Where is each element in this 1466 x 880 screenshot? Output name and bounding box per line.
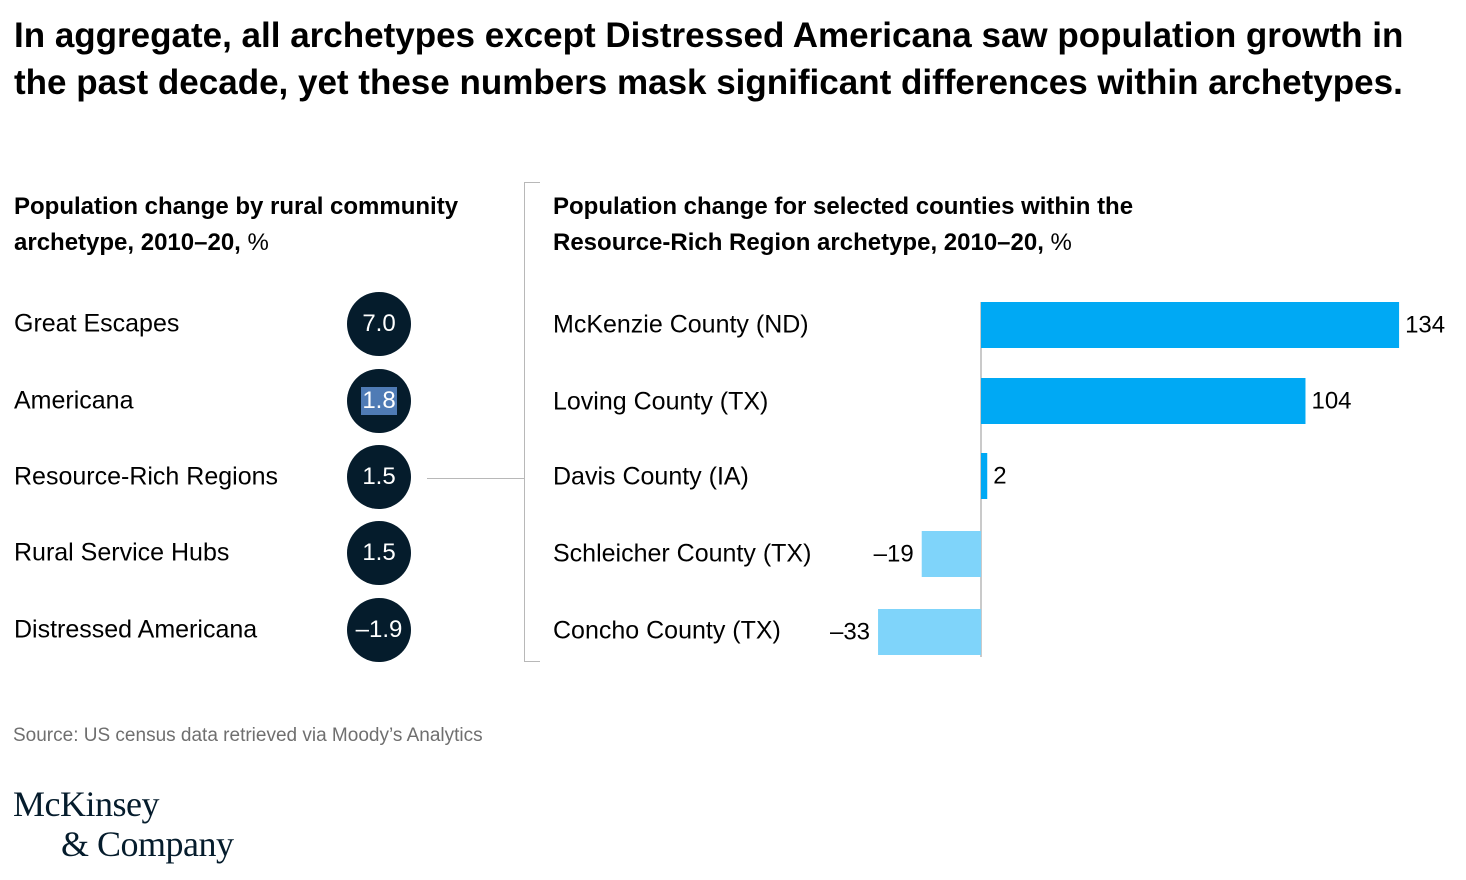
bar — [921, 531, 981, 577]
archetype-row: Americana 1.8 — [0, 369, 430, 433]
archetype-label: Great Escapes — [14, 309, 180, 338]
county-label: Concho County (TX) — [553, 616, 781, 645]
chart-title: In aggregate, all archetypes except Dist… — [14, 16, 1404, 102]
archetype-label: Resource-Rich Regions — [14, 462, 279, 491]
archetype-row: Distressed Americana –1.9 — [0, 598, 430, 662]
archetype-row: Great Escapes 7.0 — [0, 292, 430, 356]
left-chart-subtitle: Population change by rural community arc… — [14, 189, 514, 261]
county-label: Davis County (IA) — [553, 462, 749, 491]
bracket-divider — [524, 182, 540, 662]
left-subtitle-unit: % — [240, 229, 269, 256]
archetype-value-bubble: 7.0 — [347, 292, 411, 356]
logo-line-1: McKinsey — [13, 784, 159, 824]
archetype-value: –1.9 — [355, 616, 403, 643]
archetype-value-bubble: –1.9 — [347, 598, 411, 662]
bar-value-label: –33 — [830, 619, 870, 646]
archetype-row: Resource-Rich Regions 1.5 — [0, 445, 430, 509]
bar — [981, 378, 1306, 424]
bar — [981, 302, 1400, 348]
left-subtitle-text: Population change by rural community arc… — [14, 193, 459, 256]
bar-value-label: 134 — [1405, 312, 1445, 339]
archetype-value: 1.5 — [362, 463, 396, 490]
county-label: McKenzie County (ND) — [553, 310, 809, 339]
logo-line-2: & Company — [61, 824, 234, 864]
source-note: Source: US census data retrieved via Moo… — [13, 725, 483, 746]
bar-value-label: 104 — [1311, 388, 1351, 415]
archetype-value-bubble: 1.8 — [347, 369, 411, 433]
county-label: Schleicher County (TX) — [553, 539, 812, 568]
right-subtitle-unit: % — [1043, 229, 1072, 256]
archetype-label: Distressed Americana — [14, 615, 258, 644]
bar — [981, 453, 988, 499]
archetype-value-bubble: 1.5 — [347, 445, 411, 509]
bar-value-label: 2 — [993, 463, 1006, 490]
county-label: Loving County (TX) — [553, 387, 769, 416]
bar-value-label: –19 — [874, 541, 914, 568]
archetype-value: 1.5 — [362, 539, 396, 566]
bar — [878, 609, 981, 655]
connector-line — [427, 478, 524, 479]
archetype-label: Rural Service Hubs — [14, 538, 230, 567]
archetype-label: Americana — [14, 386, 134, 415]
archetype-value: 1.8 — [361, 387, 397, 415]
archetype-row: Rural Service Hubs 1.5 — [0, 521, 430, 585]
right-subtitle-text: Population change for selected counties … — [553, 193, 1134, 256]
archetype-value-bubble: 1.5 — [347, 521, 411, 585]
right-chart-subtitle: Population change for selected counties … — [553, 189, 1253, 261]
mckinsey-logo: McKinsey & Company — [13, 784, 234, 864]
archetype-value: 7.0 — [362, 310, 396, 337]
